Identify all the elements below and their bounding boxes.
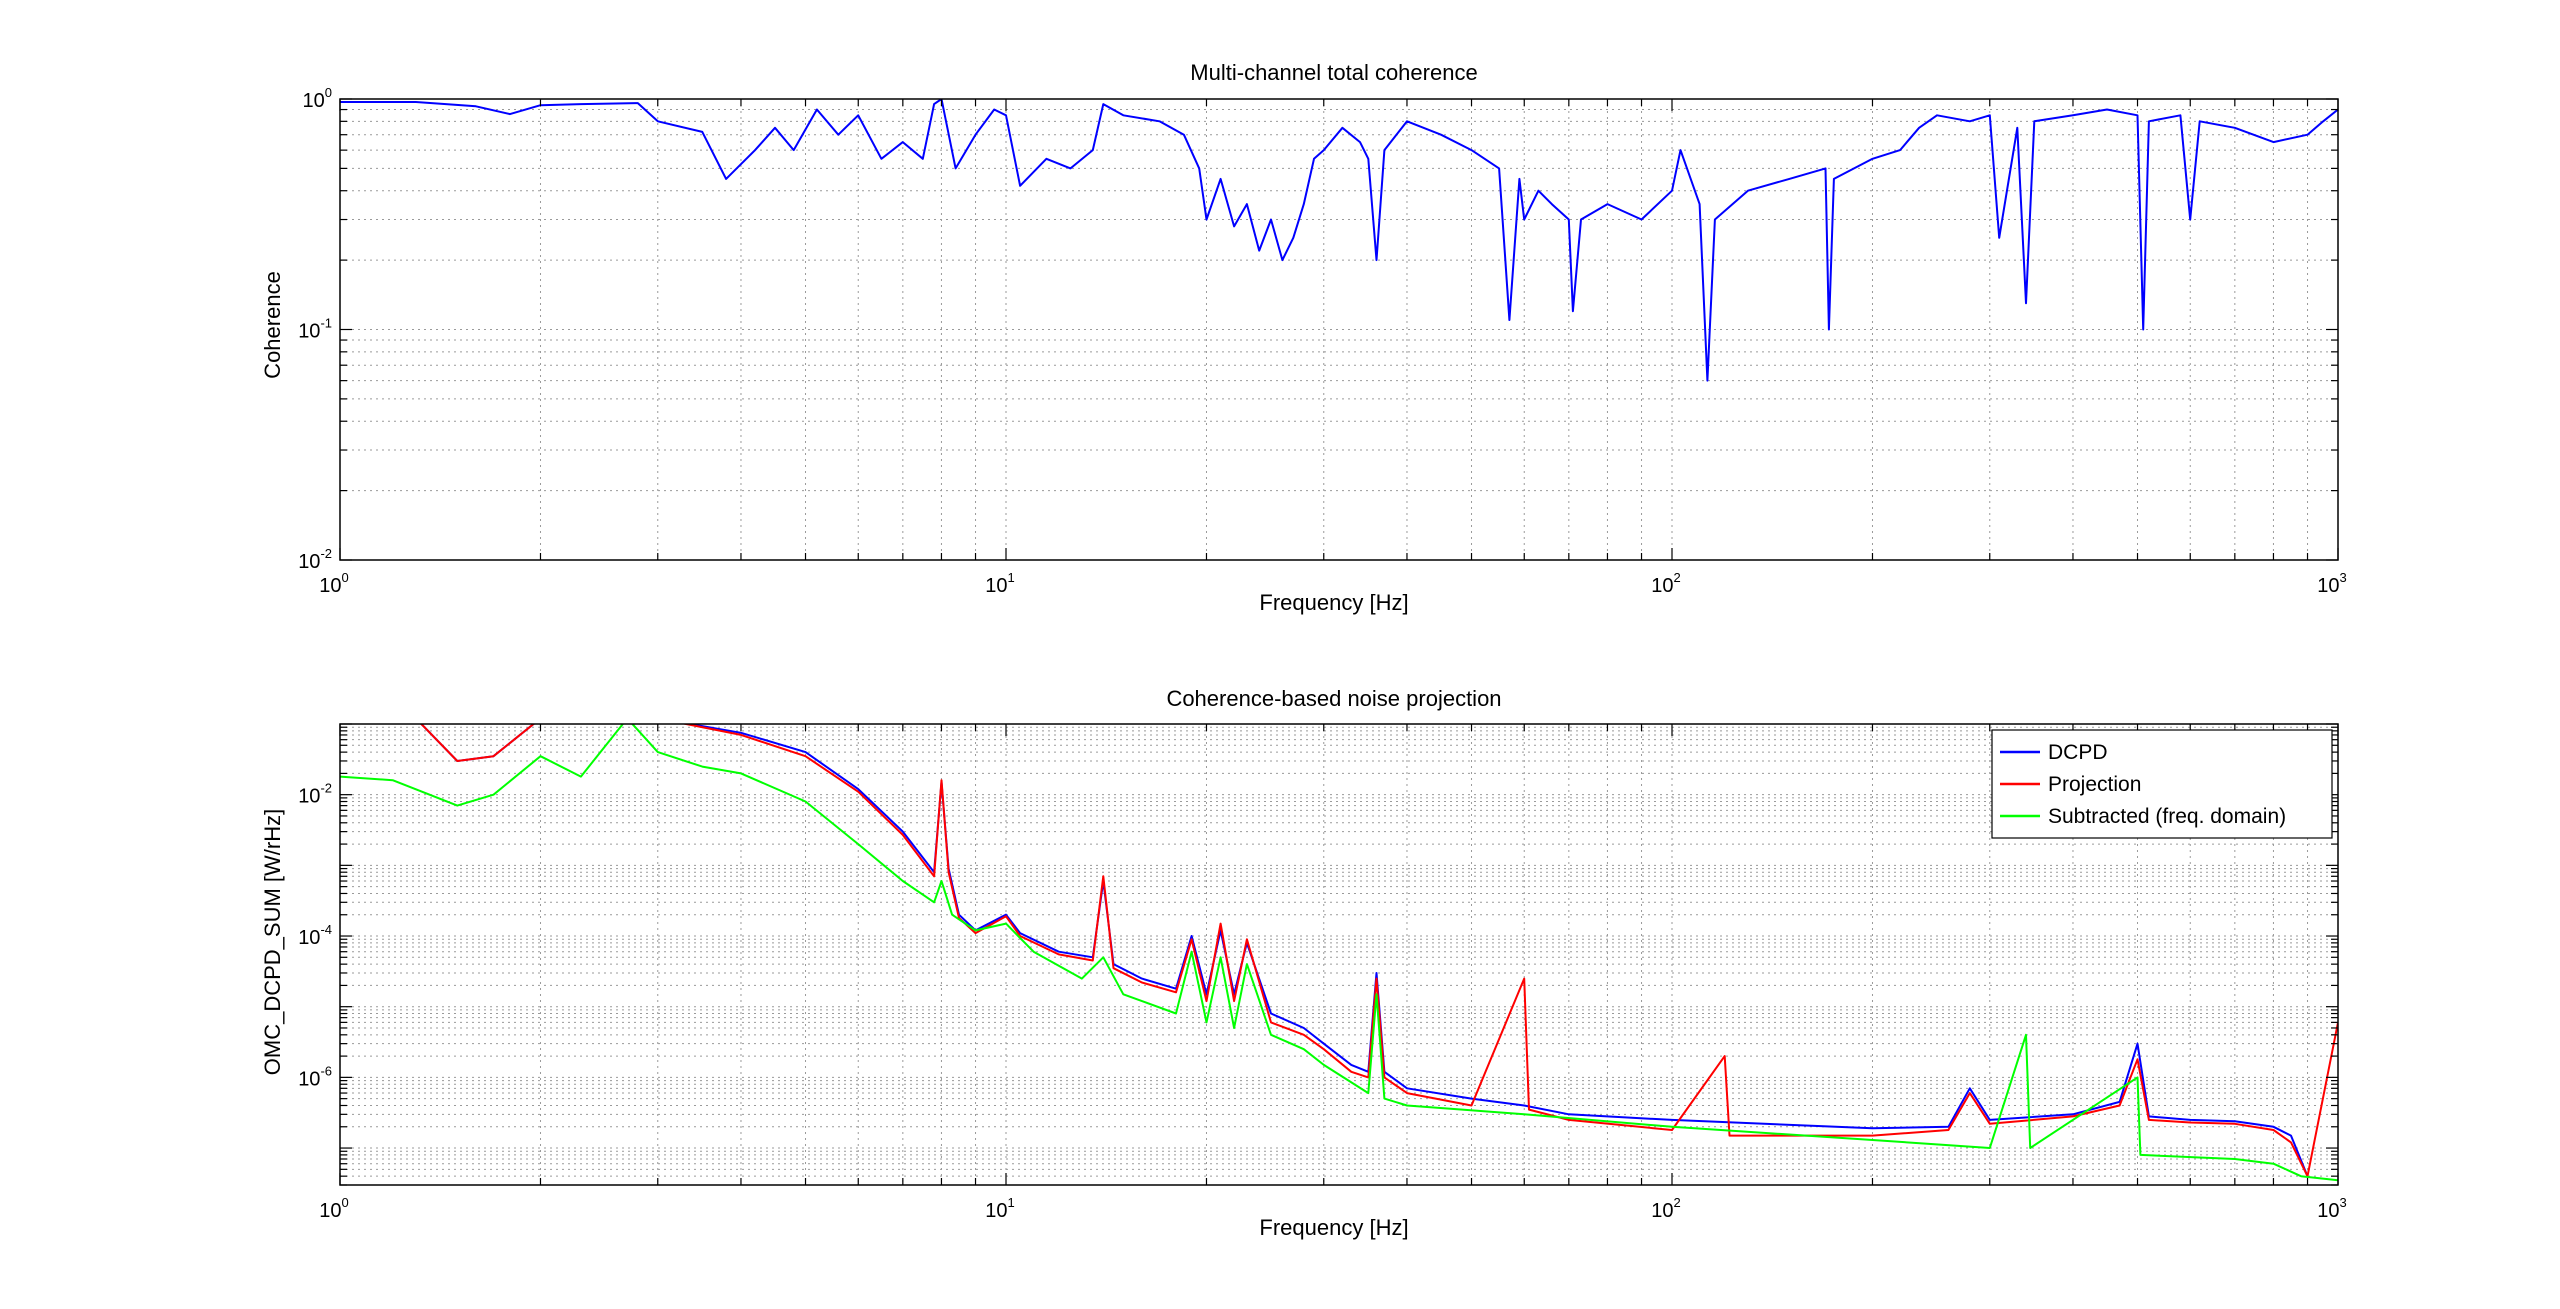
- grid: [340, 99, 2338, 560]
- x-tick-label: 102: [1651, 1195, 1680, 1222]
- y-tick-label: 10-4: [298, 922, 332, 949]
- y-tick-label: 10-2: [298, 546, 332, 573]
- x-axis-label-noise-projection: Frequency [Hz]: [1259, 1215, 1408, 1240]
- legend-label: Subtracted (freq. domain): [2048, 805, 2286, 828]
- x-tick-label: 101: [985, 1195, 1014, 1222]
- y-axis-label-noise-projection: OMC_DCPD_SUM [W/rHz]: [260, 809, 285, 1075]
- legend: DCPD Projection Subtracted (freq. domain): [1991, 729, 2333, 839]
- axes-frame: [339, 723, 2339, 1186]
- y-tick-label: 10-6: [298, 1063, 332, 1090]
- y-axis-label-coherence: Coherence: [260, 271, 285, 379]
- chart-title-noise-projection: Coherence-based noise projection: [1166, 686, 1501, 711]
- tick-marks: [339, 98, 2339, 561]
- x-tick-label: 101: [985, 570, 1014, 597]
- x-tick-label: 100: [319, 570, 348, 597]
- x-tick-label: 100: [319, 1195, 348, 1222]
- series-line-subtracted-freq-domain: [340, 724, 2338, 1182]
- legend-label: DCPD: [2048, 741, 2108, 764]
- series-line-coherence: [340, 99, 2338, 382]
- coherence-chart: Multi-channel total coherence Frequency …: [260, 60, 2347, 615]
- series-line-projection: [419, 724, 2338, 1178]
- noise-projection-chart: Coherence-based noise projection Frequen…: [260, 686, 2347, 1240]
- grid: [340, 724, 2338, 1186]
- series-group: [340, 724, 2338, 1182]
- x-tick-label: 103: [2317, 570, 2346, 597]
- x-tick-label: 102: [1651, 570, 1680, 597]
- y-tick-label: 10-2: [298, 781, 332, 808]
- plot-area: [340, 99, 2338, 560]
- legend-box: [1991, 729, 2333, 839]
- legend-label: Projection: [2048, 773, 2141, 796]
- x-axis-label-coherence: Frequency [Hz]: [1259, 590, 1408, 615]
- series-line-dcpd: [419, 724, 2309, 1177]
- x-tick-label: 103: [2317, 1195, 2346, 1222]
- series-group: [340, 99, 2338, 382]
- chart-title-coherence: Multi-channel total coherence: [1190, 60, 1477, 85]
- y-tick-label: 100: [303, 85, 332, 112]
- y-tick-label: 10-1: [298, 316, 332, 343]
